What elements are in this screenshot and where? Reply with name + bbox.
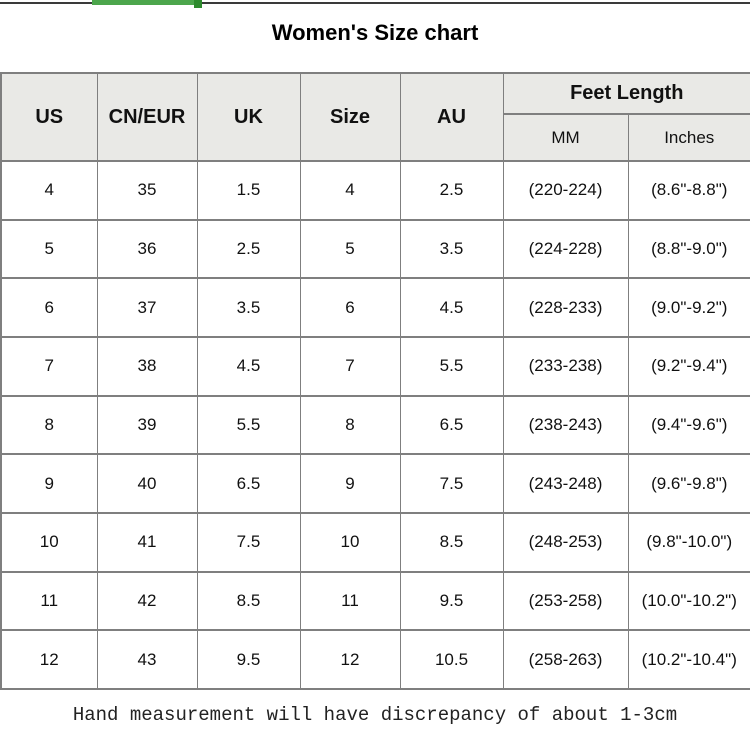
table-cell: 8 (0, 394, 98, 456)
table-cell: 4.5 (196, 335, 301, 397)
table-cell: 43 (96, 629, 198, 690)
table-cell: 37 (96, 277, 198, 338)
table-cell: 11 (299, 570, 401, 632)
table-cell: 6.5 (399, 394, 504, 456)
col-header-mm: MM (502, 113, 629, 162)
col-header-size: Size (299, 72, 401, 162)
table-cell: 4.5 (399, 277, 504, 338)
table-cell: 3.5 (196, 277, 301, 338)
table-cell: 39 (96, 394, 198, 456)
table-cell: (224-228) (502, 218, 629, 280)
table-cell: 5 (299, 218, 401, 280)
table-cell: 8 (299, 394, 401, 456)
size-table-header: US CN/EUR UK Size AU Feet Length MM Inch… (0, 72, 750, 162)
table-cell: 5 (0, 218, 98, 280)
table-row: 9 40 6.5 9 7.5 (243-248) (9.6"-9.8") (0, 453, 750, 514)
table-cell: 5.5 (196, 394, 301, 456)
top-divider-line (0, 2, 750, 4)
table-cell: 7 (299, 335, 401, 397)
table-cell: (9.2"-9.4") (627, 335, 750, 397)
col-header-uk: UK (196, 72, 301, 162)
table-cell: 4 (299, 160, 401, 221)
table-cell: 36 (96, 218, 198, 280)
table-cell: 3.5 (399, 218, 504, 280)
table-cell: 9 (0, 453, 98, 514)
table-cell: 6.5 (196, 453, 301, 514)
table-cell: (238-243) (502, 394, 629, 456)
table-cell: (10.2"-10.4") (627, 629, 750, 690)
table-cell: 41 (96, 511, 198, 573)
table-cell: (233-238) (502, 335, 629, 397)
table-cell: (258-263) (502, 629, 629, 690)
table-cell: (253-258) (502, 570, 629, 632)
table-cell: 7 (0, 335, 98, 397)
table-cell: (243-248) (502, 453, 629, 514)
footer-note: Hand measurement will have discrepancy o… (72, 704, 678, 726)
table-cell: (8.8"-9.0") (627, 218, 750, 280)
table-cell: 6 (299, 277, 401, 338)
table-cell: 10.5 (399, 629, 504, 690)
table-cell: 6 (0, 277, 98, 338)
table-cell: (9.0"-9.2") (627, 277, 750, 338)
table-cell: 2.5 (399, 160, 504, 221)
table-cell: 38 (96, 335, 198, 397)
table-cell: 8.5 (196, 570, 301, 632)
table-cell: 9.5 (196, 629, 301, 690)
table-cell: 10 (0, 511, 98, 573)
table-cell: (9.8"-10.0") (627, 511, 750, 573)
table-cell: (248-253) (502, 511, 629, 573)
table-cell: 11 (0, 570, 98, 632)
table-row: 4 35 1.5 4 2.5 (220-224) (8.6"-8.8") (0, 160, 750, 221)
table-row: 12 43 9.5 12 10.5 (258-263) (10.2"-10.4") (0, 629, 750, 690)
table-cell: (228-233) (502, 277, 629, 338)
col-header-us: US (0, 72, 98, 162)
top-bar (0, 0, 750, 9)
table-cell: 12 (299, 629, 401, 690)
table-cell: 7.5 (196, 511, 301, 573)
table-cell: 12 (0, 629, 98, 690)
green-progress-bar (92, 0, 196, 5)
size-table: US CN/EUR UK Size AU Feet Length MM Inch… (0, 72, 750, 690)
table-cell: 9 (299, 453, 401, 514)
page-title: Women's Size chart (271, 20, 479, 45)
table-cell: 4 (0, 160, 98, 221)
size-table-body: 4 35 1.5 4 2.5 (220-224) (8.6"-8.8") 5 36 2.5 5 3.5… (0, 160, 750, 690)
table-cell: (10.0"-10.2") (627, 570, 750, 632)
table-cell: (9.4"-9.6") (627, 394, 750, 456)
table-row: 7 38 4.5 7 5.5 (233-238) (9.2"-9.4") (0, 335, 750, 397)
table-cell: (220-224) (502, 160, 629, 221)
table-cell: (8.6"-8.8") (627, 160, 750, 221)
table-cell: 7.5 (399, 453, 504, 514)
green-progress-handle (194, 0, 202, 8)
table-row: 6 37 3.5 6 4.5 (228-233) (9.0"-9.2") (0, 277, 750, 338)
table-row: 5 36 2.5 5 3.5 (224-228) (8.8"-9.0") (0, 218, 750, 280)
col-header-au: AU (399, 72, 504, 162)
table-cell: 5.5 (399, 335, 504, 397)
col-header-feet-length: Feet Length (502, 72, 750, 115)
table-row: 8 39 5.5 8 6.5 (238-243) (9.4"-9.6") (0, 394, 750, 456)
col-header-inches: Inches (627, 113, 750, 162)
table-cell: 8.5 (399, 511, 504, 573)
table-row: 10 41 7.5 10 8.5 (248-253) (9.8"-10.0") (0, 511, 750, 573)
table-row: 11 42 8.5 11 9.5 (253-258) (10.0"-10.2") (0, 570, 750, 632)
table-cell: 35 (96, 160, 198, 221)
table-cell: 1.5 (196, 160, 301, 221)
table-cell: 42 (96, 570, 198, 632)
table-cell: 9.5 (399, 570, 504, 632)
col-header-cn-eur: CN/EUR (96, 72, 198, 162)
table-cell: (9.6"-9.8") (627, 453, 750, 514)
table-cell: 40 (96, 453, 198, 514)
table-cell: 2.5 (196, 218, 301, 280)
table-cell: 10 (299, 511, 401, 573)
